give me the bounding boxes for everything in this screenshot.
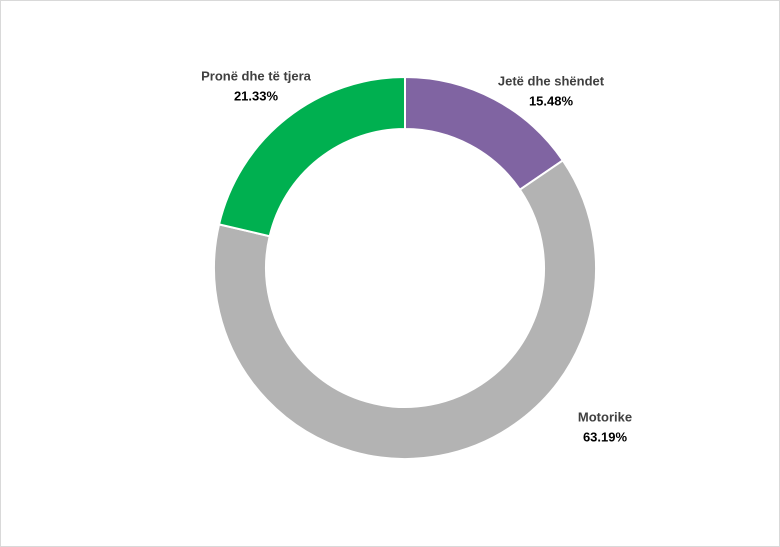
value-label: 15.48% bbox=[529, 93, 574, 108]
value-label: 21.33% bbox=[234, 88, 279, 103]
category-label: Jetë dhe shëndet bbox=[498, 73, 605, 88]
category-label: Motorike bbox=[578, 409, 632, 424]
donut-segment bbox=[217, 75, 406, 238]
category-label: Pronë dhe të tjera bbox=[201, 68, 312, 83]
value-label: 63.19% bbox=[583, 429, 628, 444]
donut-segment bbox=[213, 159, 597, 460]
